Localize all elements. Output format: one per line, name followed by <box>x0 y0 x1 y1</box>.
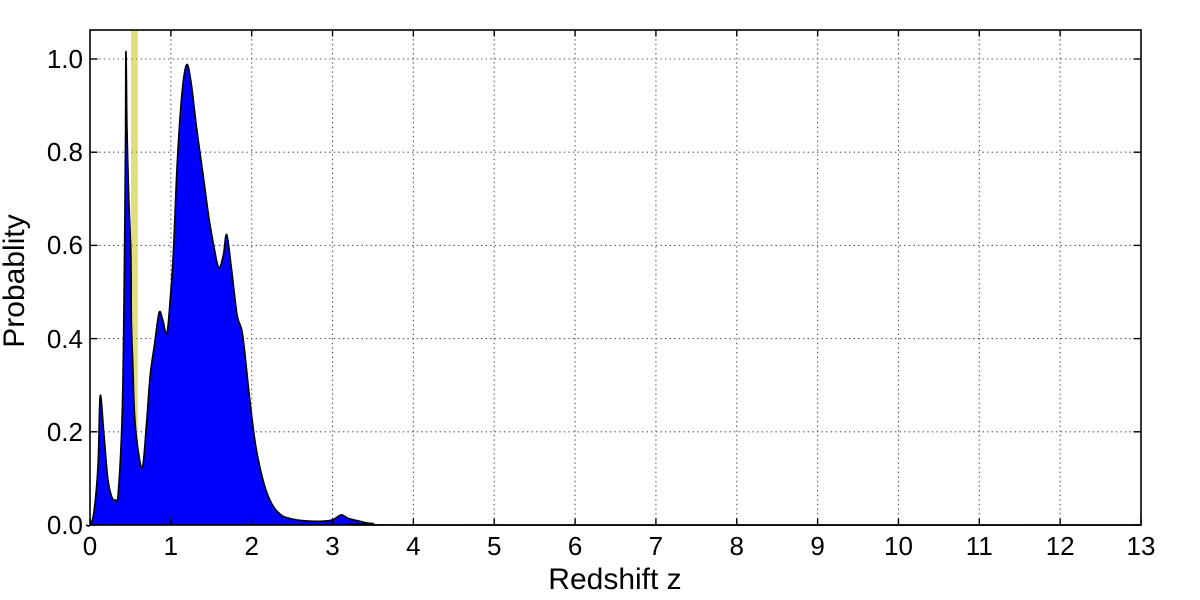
svg-text:Probablity: Probablity <box>0 214 31 347</box>
svg-text:11: 11 <box>966 531 993 561</box>
svg-text:Redshift z: Redshift z <box>548 563 681 596</box>
svg-text:0: 0 <box>83 531 97 561</box>
svg-text:6: 6 <box>568 531 582 561</box>
svg-text:3: 3 <box>325 531 339 561</box>
svg-text:2: 2 <box>244 531 258 561</box>
svg-text:1.0: 1.0 <box>47 44 83 74</box>
svg-text:0.0: 0.0 <box>47 510 83 540</box>
svg-text:5: 5 <box>487 531 501 561</box>
svg-text:12: 12 <box>1046 531 1075 561</box>
svg-text:4: 4 <box>406 531 420 561</box>
svg-text:0.6: 0.6 <box>47 230 83 260</box>
svg-text:10: 10 <box>884 531 913 561</box>
svg-text:1: 1 <box>164 531 178 561</box>
svg-text:9: 9 <box>810 531 824 561</box>
svg-text:7: 7 <box>649 531 663 561</box>
svg-text:8: 8 <box>730 531 744 561</box>
svg-text:13: 13 <box>1127 531 1156 561</box>
svg-text:0.8: 0.8 <box>47 137 83 167</box>
svg-text:0.2: 0.2 <box>47 417 83 447</box>
svg-text:0.4: 0.4 <box>47 324 83 354</box>
